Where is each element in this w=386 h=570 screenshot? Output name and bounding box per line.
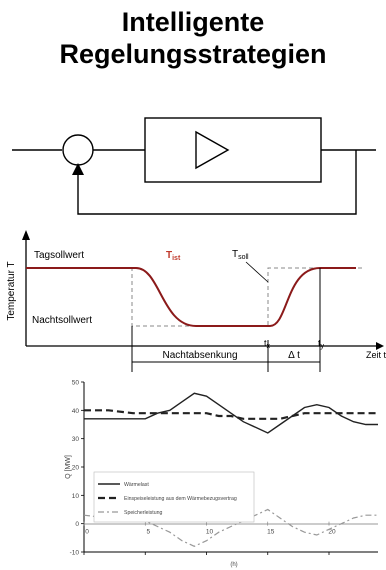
y-tick-label: 10 — [72, 493, 80, 500]
zeit-label: Zeit t — [366, 350, 386, 360]
x-tick-label: 5 — [146, 529, 150, 536]
nachtabsenkung-label: Nachtabsenkung — [162, 350, 237, 361]
series-line-1 — [84, 392, 378, 434]
x-tick-label: 0 — [85, 529, 89, 536]
chart-ylabel: Q [MW] — [65, 455, 72, 479]
y-tick-label: 20 — [72, 465, 80, 472]
title-line-2: Regelungsstrategien — [59, 39, 327, 69]
t-soll-label: Tsoll — [232, 249, 249, 261]
tag-label: Tagsollwert — [34, 250, 84, 261]
temp-ylabel: Temperatur T — [6, 261, 17, 320]
amplifier-triangle — [195, 130, 230, 170]
t-ist-label: Tist — [166, 250, 181, 262]
x-tick-label: 10 — [206, 529, 214, 536]
legend-label: Wärmelast — [124, 482, 149, 488]
t-ist-curve — [26, 267, 356, 327]
y-tick-label: 40 — [72, 408, 80, 415]
temp-x-arrowhead — [376, 342, 384, 350]
chart-legend — [93, 471, 255, 523]
y-tick-label: -10 — [70, 550, 80, 557]
ty-label: ty — [318, 338, 325, 350]
x-tick-label: 20 — [328, 529, 336, 536]
y-tick-label: 50 — [72, 380, 80, 387]
delta-t-label: Δ t — [288, 350, 300, 361]
title-line-1: Intelligente — [121, 7, 265, 37]
x-tick-label: 15 — [267, 529, 275, 536]
series-line-2 — [84, 409, 378, 420]
page-title: Intelligente Regelungsstrategien — [0, 6, 386, 70]
legend-label: Einspeiseleistung aus dem Wärmebezugsver… — [124, 496, 237, 502]
nacht-label: Nachtsollwert — [32, 315, 92, 326]
feedback-arrowhead — [72, 163, 84, 175]
legend-label: Speicherleistung — [124, 510, 162, 516]
y-tick-label: 0 — [75, 521, 79, 528]
y-tick-label: 30 — [72, 436, 80, 443]
tx-label: tx — [264, 338, 271, 350]
t-soll-pointer — [245, 261, 269, 283]
controller-block — [144, 117, 322, 183]
chart-xlabel: (h) — [230, 562, 237, 568]
temp-y-arrowhead — [22, 230, 30, 240]
feedback-line — [77, 150, 357, 215]
